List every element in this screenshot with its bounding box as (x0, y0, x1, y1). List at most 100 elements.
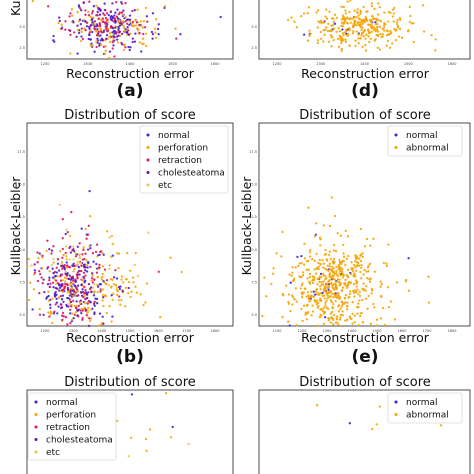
data-point-abnormal (354, 44, 357, 48)
data-point-etc (108, 236, 111, 239)
data-point-perforation (122, 48, 125, 52)
data-point-abnormal (350, 272, 353, 276)
x-tick-label: 1300 (316, 62, 325, 66)
data-point-retraction (49, 282, 52, 285)
data-point-abnormal (357, 292, 360, 296)
data-point-retraction (36, 279, 40, 283)
data-point-abnormal (347, 280, 351, 284)
data-point-normal (113, 14, 116, 17)
data-point-abnormal (302, 12, 306, 15)
data-point-normal (53, 275, 57, 278)
legend-marker-etc (34, 450, 38, 454)
data-point-cholesteatoma (98, 266, 101, 269)
data-point-perforation (68, 302, 71, 305)
data-point-abnormal (361, 22, 365, 25)
data-point-abnormal (370, 21, 373, 24)
data-point-abnormal (348, 317, 352, 320)
data-point-retraction (64, 316, 68, 319)
data-point-abnormal (325, 17, 329, 20)
data-point-abnormal (377, 13, 380, 16)
data-point-abnormal (325, 258, 328, 261)
data-point-abnormal (340, 41, 343, 45)
data-point-abnormal (326, 297, 329, 300)
chart-title-e: Distribution of score (299, 108, 431, 123)
data-point-etc (79, 301, 82, 304)
data-point-retraction (97, 30, 100, 34)
y-tick-label: 17.5 (17, 150, 25, 154)
data-point-normal (88, 27, 91, 30)
data-point-cholesteatoma (76, 314, 79, 317)
data-point-perforation (41, 267, 44, 270)
data-point-cholesteatoma (112, 276, 116, 279)
data-point-abnormal (324, 278, 327, 281)
x-tick-label: 1200 (41, 62, 50, 66)
data-point-abnormal (291, 295, 295, 299)
data-point-retraction (87, 14, 91, 17)
data-point-abnormal (364, 49, 368, 52)
data-point-retraction (53, 310, 56, 313)
data-point-abnormal (335, 294, 338, 297)
data-point-cholesteatoma (87, 324, 91, 328)
legend-marker-cholesteatoma (146, 171, 150, 174)
data-point-abnormal (359, 259, 363, 263)
data-point-etc (82, 245, 85, 248)
data-point-normal (69, 312, 72, 315)
data-point-abnormal (300, 15, 303, 18)
data-point-abnormal (318, 280, 321, 284)
data-point-retraction (98, 250, 102, 254)
data-point-retraction (81, 37, 85, 41)
data-point-abnormal (363, 245, 367, 248)
data-point-abnormal (357, 14, 360, 17)
data-point-perforation (61, 279, 64, 282)
data-point-abnormal (386, 286, 390, 289)
data-point-retraction (88, 31, 91, 34)
data-point-abnormal (325, 306, 328, 309)
data-point-abnormal (347, 282, 350, 286)
data-point-abnormal (324, 267, 327, 270)
data-point-abnormal (351, 301, 354, 304)
data-point-abnormal (334, 250, 338, 253)
data-point-abnormal (327, 280, 330, 283)
data-point-abnormal (285, 284, 288, 287)
chart-title-c: Distribution of score (64, 375, 196, 390)
data-point-retraction (84, 29, 87, 32)
data-point-abnormal (386, 39, 389, 43)
data-point-perforation (101, 272, 104, 276)
data-point-perforation (129, 295, 132, 299)
data-point-abnormal (338, 258, 341, 262)
data-point-abnormal (308, 272, 312, 276)
data-point-abnormal (308, 251, 312, 254)
data-point-retraction (76, 271, 80, 274)
data-point-perforation (139, 20, 142, 23)
data-point-abnormal (335, 265, 338, 269)
legend-box-f (387, 392, 463, 424)
data-point-abnormal (347, 268, 350, 271)
data-point-retraction (60, 27, 63, 31)
data-point-normal (296, 255, 299, 259)
data-point-abnormal (304, 287, 307, 290)
data-point-abnormal (406, 30, 410, 33)
data-point-abnormal (311, 258, 314, 261)
data-point-retraction (112, 20, 115, 23)
data-point-perforation (105, 311, 108, 315)
data-point-abnormal (295, 300, 298, 303)
data-point-cholesteatoma (117, 34, 120, 37)
data-point-abnormal (317, 277, 320, 281)
data-point-abnormal (297, 264, 300, 268)
data-point-cholesteatoma (102, 322, 105, 325)
data-point-abnormal (329, 299, 333, 302)
data-point-etc (58, 296, 61, 300)
data-point-perforation (108, 31, 112, 35)
data-point-abnormal (323, 33, 326, 36)
data-point-abnormal (300, 261, 303, 265)
data-point-retraction (41, 281, 44, 285)
data-point-abnormal (353, 263, 356, 267)
data-point-abnormal (354, 23, 357, 26)
data-point-abnormal (371, 15, 374, 18)
data-point-abnormal (356, 21, 359, 25)
data-point-abnormal (360, 32, 364, 35)
data-point-normal (117, 28, 120, 32)
data-point-retraction (157, 270, 160, 273)
data-point-abnormal (281, 230, 284, 234)
data-point-abnormal (393, 6, 396, 10)
